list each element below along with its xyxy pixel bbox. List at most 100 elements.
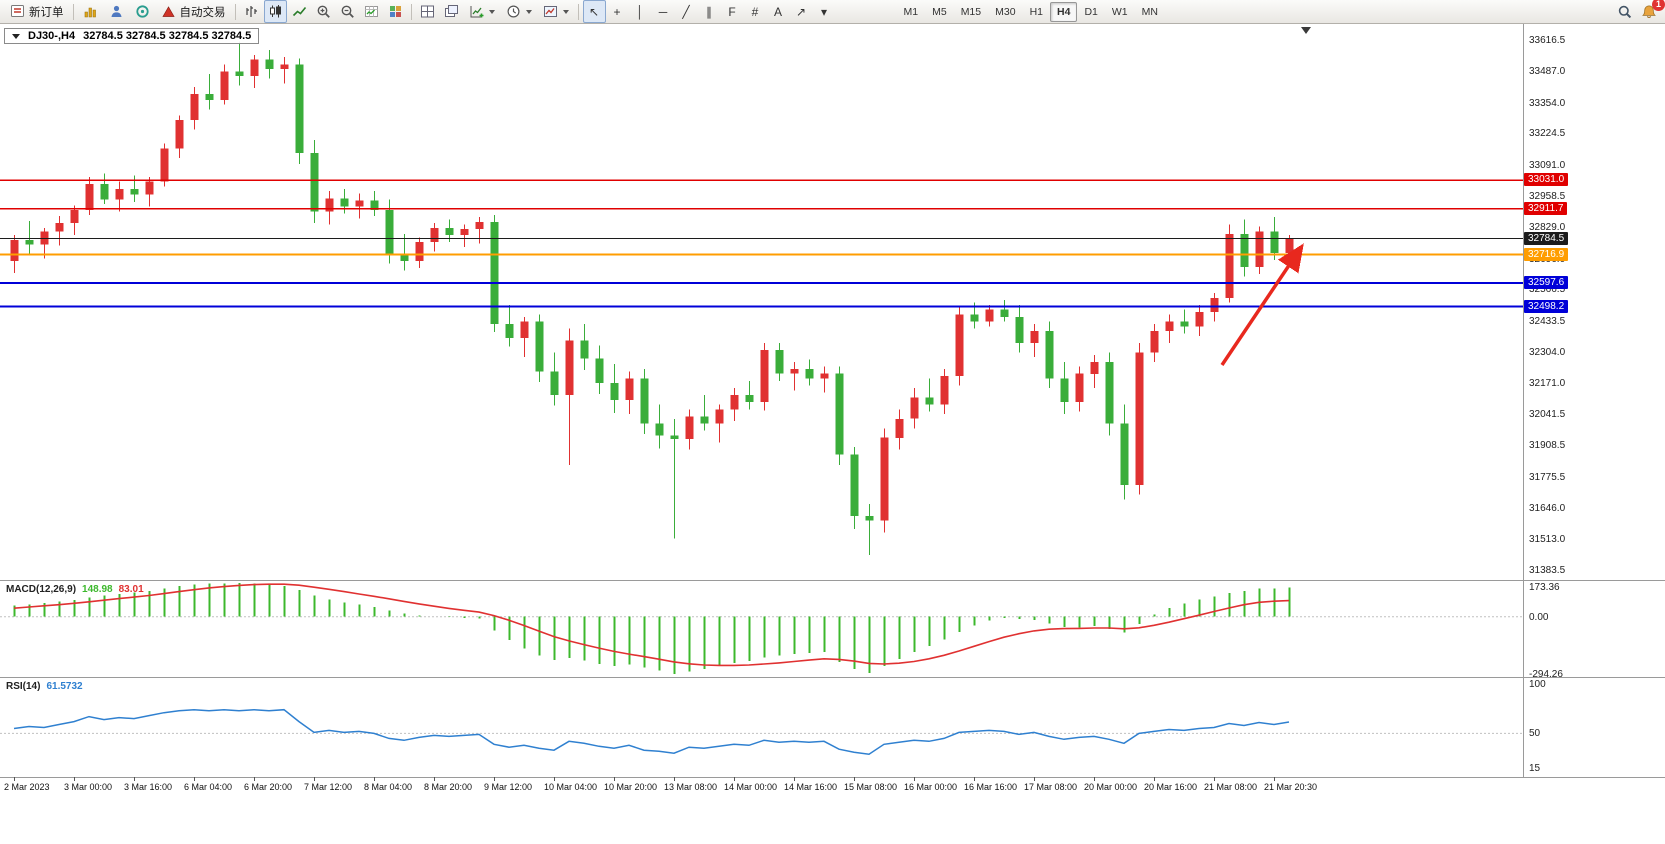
timeframe-m30[interactable]: M30	[995, 5, 1016, 18]
macd-name: MACD(12,26,9)	[6, 584, 77, 595]
price-axis-label: 32829.0	[1529, 222, 1566, 233]
autotrading-label: 自动交易	[179, 6, 226, 19]
price-axis-label: 33487.0	[1529, 66, 1566, 77]
text-label-tool-button[interactable]: A	[773, 4, 782, 19]
timeframe-m15[interactable]: M15	[960, 5, 982, 18]
drawing-tools-group: ↖ + │ ─ ╱ ∥ F # A ↗ ▾	[582, 0, 836, 23]
price-axis-label: 32958.5	[1529, 191, 1566, 202]
time-tick	[1154, 777, 1155, 781]
price-level-tag: 32784.5	[1524, 232, 1569, 245]
crosshair-tool-button[interactable]: +	[613, 4, 621, 19]
rsi-line	[13, 708, 1290, 755]
fibonacci-retracement-tool-button[interactable]: F	[728, 4, 736, 19]
time-tick	[194, 777, 195, 781]
time-axis-label: 15 Mar 08:00	[844, 782, 898, 792]
new-order-icon	[11, 5, 24, 17]
time-tick	[914, 777, 915, 781]
notifications-button[interactable]: 1	[1637, 0, 1665, 23]
tile-windows-icon	[420, 5, 434, 18]
time-axis-label: 14 Mar 16:00	[784, 782, 838, 792]
search-icon	[1618, 5, 1632, 19]
equidistant-channel-tool-button[interactable]: ∥	[706, 4, 712, 19]
zoom-out-icon	[341, 5, 354, 18]
bar-chart-icon	[245, 6, 257, 17]
one-click-trading-toggle-icon[interactable]	[12, 33, 20, 39]
search-button[interactable]	[1613, 0, 1636, 23]
timeframe-w1[interactable]: W1	[1111, 5, 1128, 18]
zoom-in-button[interactable]	[312, 0, 335, 23]
templates-button[interactable]	[538, 0, 574, 23]
autotrading-button[interactable]: 自动交易	[156, 0, 231, 23]
timeframe-d1[interactable]: D1	[1084, 5, 1098, 18]
time-tick	[734, 777, 735, 781]
price-axis[interactable]: 33616.5 33487.0 33354.0 33224.5 33091.0 32958…	[1524, 24, 1665, 777]
candlestick-plot[interactable]	[0, 24, 1523, 580]
price-level-tag: 32498.2	[1524, 300, 1569, 313]
time-axis-label: 2 Mar 2023	[4, 782, 50, 792]
new-order-button[interactable]: 新订单	[5, 0, 69, 23]
market-watch-icon	[84, 7, 96, 18]
time-axis-label: 16 Mar 00:00	[904, 782, 958, 792]
panel-separator[interactable]	[0, 580, 1665, 581]
arrow-object-tool-button[interactable]: ↗	[795, 4, 807, 19]
macd-axis-label: 173.36	[1529, 582, 1560, 593]
rsi-plot[interactable]	[0, 678, 1523, 777]
timeframe-mn[interactable]: MN	[1141, 5, 1158, 18]
new-chart-button[interactable]	[464, 0, 500, 23]
separator	[577, 3, 579, 20]
macd-plot[interactable]	[0, 581, 1523, 676]
shapes-dropdown-tool-button[interactable]: ▾	[820, 4, 828, 19]
price-axis-border	[1523, 24, 1524, 777]
time-tick	[854, 777, 855, 781]
bar-chart-button[interactable]	[240, 0, 263, 23]
time-axis-label: 10 Mar 20:00	[604, 782, 658, 792]
price-axis-label: 33354.0	[1529, 98, 1566, 109]
time-axis[interactable]: 2 Mar 2023 3 Mar 00:00 3 Mar 16:00 6 Mar 04…	[0, 777, 1523, 799]
navigator-button[interactable]	[104, 0, 129, 23]
time-axis-label: 6 Mar 04:00	[184, 782, 233, 792]
trendline-tool-button[interactable]: ╱	[682, 4, 690, 19]
time-tick	[254, 777, 255, 781]
zoom-out-button[interactable]	[336, 0, 359, 23]
panel-separator[interactable]	[0, 677, 1665, 678]
timeframe-h1[interactable]: H1	[1029, 5, 1043, 18]
terminal-button[interactable]	[130, 0, 155, 23]
time-tick	[794, 777, 795, 781]
line-chart-button[interactable]	[288, 0, 311, 23]
chart-shift-marker[interactable]	[1301, 27, 1311, 34]
andrews-pitchfork-tool-button[interactable]: #	[751, 4, 759, 19]
timeframe-m5[interactable]: M5	[932, 5, 947, 18]
time-axis-label: 20 Mar 00:00	[1084, 782, 1138, 792]
macd-axis-label: 0.00	[1529, 612, 1549, 623]
time-axis-label: 8 Mar 04:00	[364, 782, 413, 792]
horizontal-line-tool-button[interactable]: ─	[658, 4, 668, 19]
price-axis-label: 31646.0	[1529, 503, 1566, 514]
dropdown-caret	[562, 9, 569, 14]
time-tick	[1214, 777, 1215, 781]
timeframe-h4[interactable]: H4	[1050, 1, 1078, 22]
macd-signal-line	[13, 583, 1290, 667]
rsi-axis-label: 15	[1529, 763, 1541, 774]
time-tick	[614, 777, 615, 781]
price-level-tag: 32911.7	[1524, 202, 1568, 215]
objects-list-button[interactable]	[384, 0, 407, 23]
vertical-line-tool-button[interactable]: │	[636, 4, 644, 19]
periods-button[interactable]	[501, 0, 537, 23]
price-level-tag: 32597.6	[1524, 276, 1569, 289]
ohlc-values: 32784.5 32784.5 32784.5 32784.5	[83, 30, 252, 42]
cursor-tool-button[interactable]: ↖	[582, 0, 606, 23]
dropdown-caret	[488, 9, 495, 14]
symbol-period-label: DJ30-,H4	[28, 30, 76, 42]
tile-windows-button[interactable]	[416, 0, 439, 23]
line-chart-icon	[292, 6, 306, 17]
time-tick	[1094, 777, 1095, 781]
chart-window[interactable]: 33616.5 33487.0 33354.0 33224.5 33091.0 32958…	[0, 24, 1665, 844]
cascade-windows-button[interactable]	[440, 0, 463, 23]
time-tick	[974, 777, 975, 781]
indicators-button[interactable]	[360, 0, 383, 23]
market-watch-button[interactable]	[78, 0, 103, 23]
price-level-tag: 33031.0	[1524, 173, 1569, 186]
timeframe-m1[interactable]: M1	[903, 5, 919, 18]
candlestick-chart-button[interactable]	[263, 0, 287, 23]
time-tick	[434, 777, 435, 781]
